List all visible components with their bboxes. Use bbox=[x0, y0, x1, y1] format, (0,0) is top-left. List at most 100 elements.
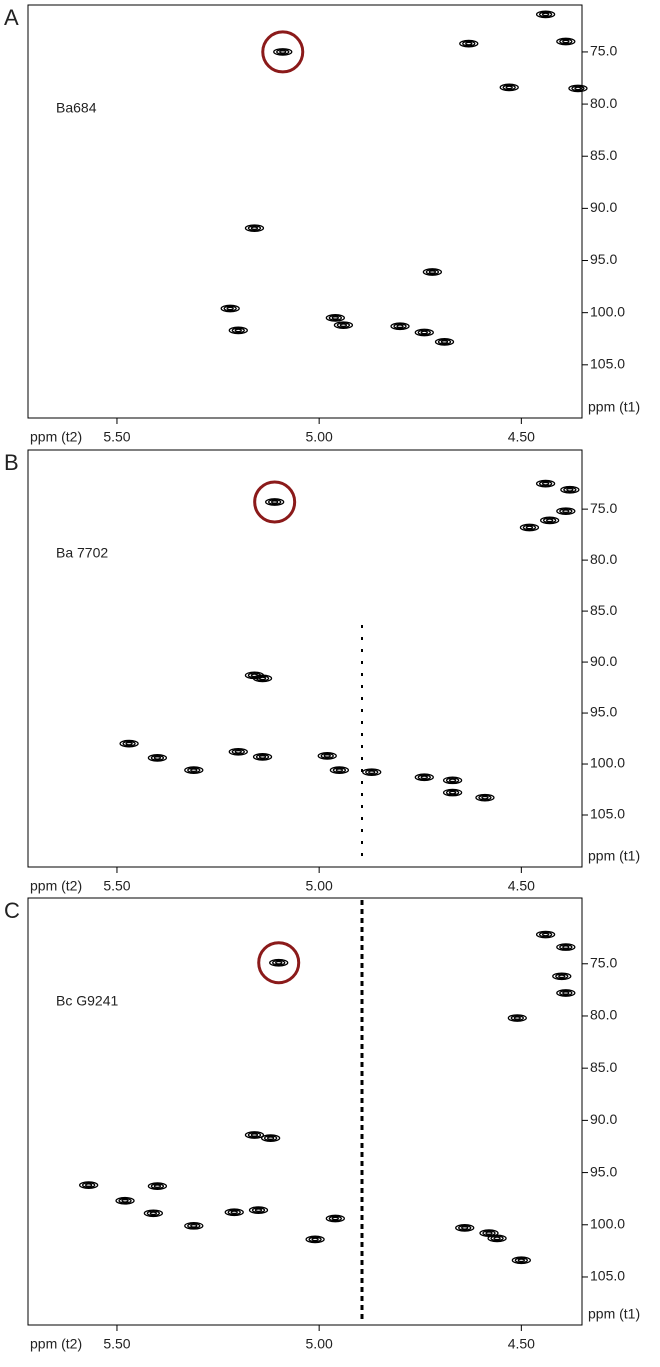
peak bbox=[535, 479, 556, 488]
contour bbox=[493, 1236, 501, 1241]
contour bbox=[562, 945, 570, 949]
contour bbox=[252, 753, 273, 761]
contour bbox=[333, 321, 354, 330]
plot-frame bbox=[27, 449, 583, 868]
contour bbox=[541, 12, 550, 17]
contour bbox=[390, 322, 410, 331]
contour bbox=[234, 749, 242, 754]
contour bbox=[247, 225, 262, 232]
contour bbox=[478, 794, 492, 801]
peak bbox=[414, 328, 434, 337]
contour bbox=[562, 509, 570, 514]
peak bbox=[305, 1235, 325, 1244]
contour bbox=[147, 1182, 168, 1190]
peak bbox=[556, 943, 576, 951]
contour bbox=[317, 752, 337, 760]
x-tick-label: 5.50 bbox=[103, 878, 130, 894]
y-tick-label: 95.0 bbox=[590, 704, 617, 720]
contour bbox=[566, 487, 574, 492]
contour bbox=[538, 931, 553, 938]
contour bbox=[513, 1016, 521, 1020]
y-tick-label: 95.0 bbox=[590, 1163, 617, 1179]
peak bbox=[248, 1206, 269, 1215]
contour bbox=[150, 1183, 165, 1189]
peak bbox=[147, 1182, 168, 1190]
peak bbox=[556, 989, 576, 997]
peak bbox=[269, 958, 289, 967]
peak bbox=[184, 1221, 204, 1230]
contour bbox=[541, 481, 550, 486]
contour bbox=[562, 39, 570, 44]
x-tick-label: 5.50 bbox=[103, 1336, 130, 1352]
contour bbox=[482, 1230, 496, 1236]
y-tick-label: 105.0 bbox=[590, 356, 625, 372]
sample-label: Ba 7702 bbox=[56, 545, 108, 561]
x-tick-label: 4.50 bbox=[508, 1336, 535, 1352]
contour bbox=[220, 304, 240, 313]
contour bbox=[437, 339, 452, 345]
x-tick-label: 5.50 bbox=[103, 429, 130, 445]
peak bbox=[539, 516, 560, 525]
peak bbox=[568, 84, 588, 93]
peak bbox=[362, 768, 382, 777]
peak bbox=[252, 753, 273, 761]
contour bbox=[184, 1221, 204, 1230]
contour bbox=[339, 323, 348, 328]
contour bbox=[525, 525, 534, 530]
x-tick-label: 5.00 bbox=[306, 429, 333, 445]
contour bbox=[556, 943, 576, 951]
contour bbox=[542, 517, 557, 524]
x-tick-label: 5.00 bbox=[306, 878, 333, 894]
contour bbox=[459, 39, 479, 48]
peak bbox=[390, 322, 410, 331]
contour bbox=[425, 269, 440, 275]
peak bbox=[325, 1214, 345, 1223]
peak bbox=[184, 766, 204, 774]
contour bbox=[224, 1208, 244, 1217]
peak bbox=[329, 766, 350, 774]
peak bbox=[224, 1208, 244, 1217]
contour bbox=[226, 306, 234, 311]
peak bbox=[434, 338, 455, 346]
contour bbox=[234, 328, 242, 333]
peak bbox=[499, 83, 519, 92]
contour bbox=[223, 305, 237, 312]
y-axis-label: ppm (t1) bbox=[588, 848, 640, 864]
contour bbox=[487, 1234, 507, 1243]
contour bbox=[368, 770, 376, 775]
contour bbox=[458, 1225, 472, 1231]
y-tick-label: 100.0 bbox=[590, 755, 625, 771]
peak bbox=[115, 1196, 135, 1205]
contour bbox=[568, 84, 588, 93]
contour bbox=[556, 507, 576, 516]
contour bbox=[448, 790, 457, 795]
plot-frame bbox=[27, 897, 583, 1326]
y-tick-label: 80.0 bbox=[590, 95, 617, 111]
contour bbox=[149, 1211, 158, 1216]
contour bbox=[362, 768, 382, 777]
peak bbox=[535, 930, 556, 939]
contour bbox=[434, 338, 455, 346]
contour bbox=[85, 1183, 93, 1187]
contour bbox=[244, 224, 265, 233]
contour bbox=[325, 1214, 345, 1223]
highlight-circle bbox=[261, 30, 305, 74]
contour bbox=[552, 972, 572, 981]
plot-frame bbox=[27, 4, 583, 419]
contour bbox=[255, 754, 270, 760]
contour bbox=[153, 756, 162, 760]
contour bbox=[228, 326, 248, 335]
contour bbox=[336, 322, 351, 329]
peak bbox=[79, 1181, 99, 1189]
peak bbox=[220, 304, 240, 313]
peak bbox=[560, 485, 580, 494]
x-axis-label: ppm (t2) bbox=[30, 878, 82, 894]
contour bbox=[227, 1209, 241, 1216]
peak bbox=[414, 773, 434, 782]
peak bbox=[325, 314, 345, 322]
contour bbox=[331, 1216, 339, 1221]
contour bbox=[228, 747, 248, 756]
peak bbox=[119, 739, 139, 748]
contour bbox=[535, 479, 556, 488]
